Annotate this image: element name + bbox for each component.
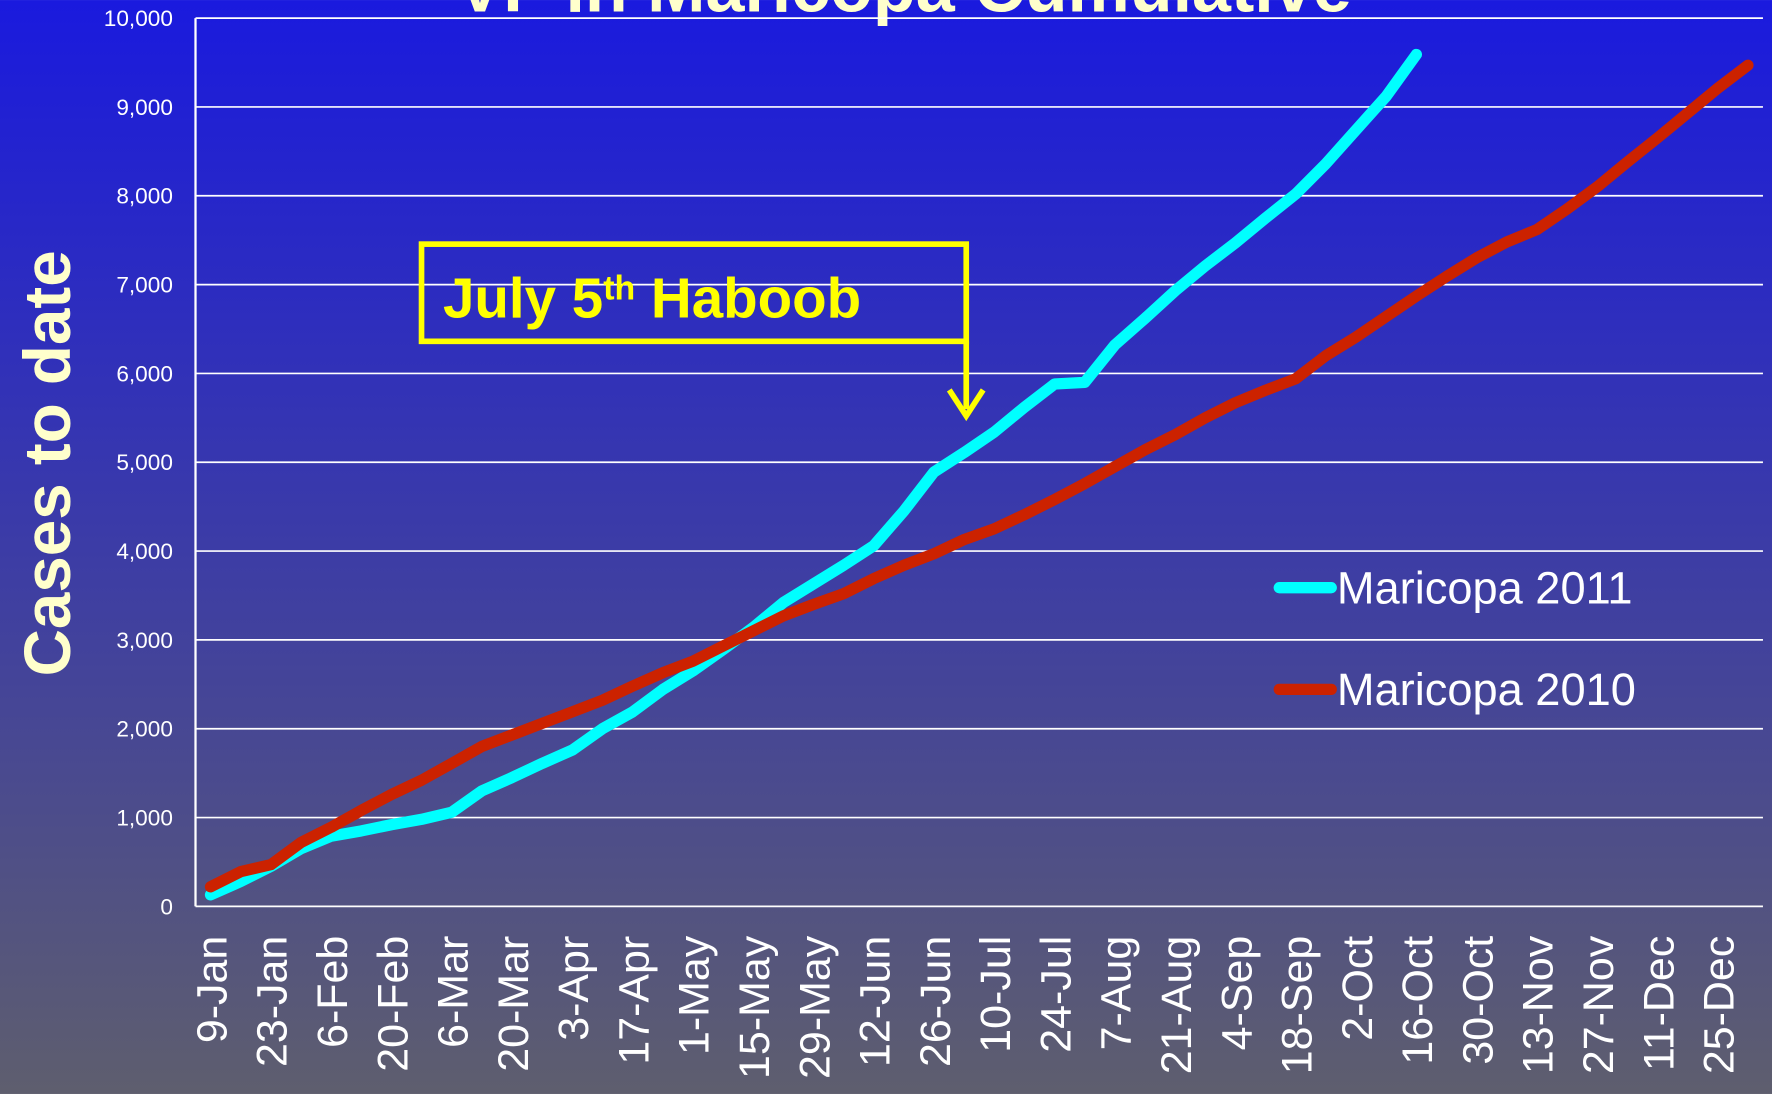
y-tick-label: 1,000 [116,805,173,830]
x-tick-label: 3-Apr [550,936,598,1041]
y-tick-label: 10,000 [104,6,173,31]
chart-title: VF in Maricopa Cumulative [456,0,1351,26]
legend-label: Maricopa 2010 [1337,664,1636,715]
plot-area: 0 1,000 2,000 3,000 4,000 5,000 6,000 7,000 8,00… [104,6,1763,1079]
x-tick-label: 27-Nov [1575,935,1623,1074]
x-tick-label: 7-Aug [1093,936,1141,1051]
y-tick-label: 6,000 [116,361,173,386]
y-tick-label: 2,000 [116,717,173,742]
y-tick-label: 0 [160,894,173,919]
x-tick-label: 20-Mar [490,936,538,1072]
x-tick-label: 6-Mar [430,936,478,1048]
x-tick-label: 25-Dec [1696,936,1744,1074]
y-tick-label: 3,000 [116,628,173,653]
annotation-box [418,241,970,345]
x-tick-label: 4-Sep [1213,936,1261,1051]
x-tick-label: 21-Aug [1153,936,1201,1074]
x-tick-label: 23-Jan [249,936,297,1067]
y-tick-label: 9,000 [116,95,173,120]
y-tick-label: 7,000 [116,273,173,298]
y-tick-label: 8,000 [116,184,173,209]
x-tick-label: 2-Oct [1334,936,1382,1041]
x-tick-label: 9-Jan [188,936,236,1043]
annotation-text: July 5th Haboob [443,267,861,330]
series-line [204,48,1423,901]
annotation-main: July 5 [443,267,603,330]
x-tick-label: 11-Dec [1635,936,1683,1071]
y-axis-label: Cases to date [11,250,84,676]
x-tick-label: 26-Jun [912,936,960,1067]
series-line [204,59,1754,893]
x-tick-label: 6-Feb [309,936,357,1048]
x-tick-label: 10-Jul [972,936,1020,1053]
annotation: July 5th Haboob [418,241,986,422]
x-tick-label: 16-Oct [1394,936,1442,1065]
x-tick-label: 30-Oct [1454,936,1502,1065]
annotation-arrowhead [946,388,986,422]
x-tick-label: 15-May [731,935,779,1079]
x-tick-label: 29-May [791,935,839,1079]
legend-label: Maricopa 2011 [1337,563,1633,614]
x-tick-label: 13-Nov [1515,935,1563,1074]
y-tick-label: 4,000 [116,539,173,564]
x-tick-label: 18-Sep [1274,936,1322,1074]
annotation-rest: Haboob [635,267,861,330]
x-tick-label: 24-Jul [1032,936,1080,1053]
x-tick-label: 1-May [671,935,719,1055]
y-tick-label: 5,000 [116,450,173,475]
x-tick-label: 12-Jun [852,936,900,1067]
annotation-superscript: th [603,270,635,308]
x-tick-label: 20-Feb [369,936,417,1072]
x-tick-label: 17-Apr [610,936,658,1065]
